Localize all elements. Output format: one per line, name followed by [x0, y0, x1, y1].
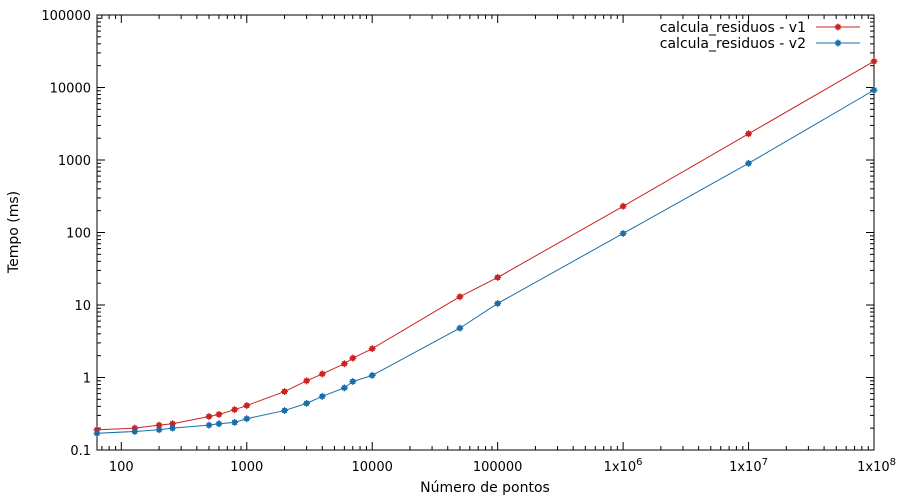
x-tick-label: 1000 [230, 460, 263, 475]
legend-marker [834, 39, 842, 47]
data-point [169, 424, 177, 432]
data-point [870, 57, 878, 65]
legend-label: calcula_residuos - v1 [660, 20, 806, 36]
data-point [155, 426, 163, 434]
data-point [349, 354, 357, 362]
series-2 [93, 86, 878, 437]
data-point [456, 324, 464, 332]
y-tick-label: 10000 [50, 82, 91, 97]
data-point [303, 377, 311, 385]
x-tick-label: 1x106 [604, 457, 643, 475]
x-axis: 100 1000 10000 100000 1x106 1x107 1x108 [101, 15, 896, 475]
y-axis: 0.1 1 10 100 1000 10000 100000 [41, 9, 874, 459]
data-point [281, 407, 289, 415]
data-point [456, 293, 464, 301]
x-tick-label: 100000 [473, 460, 523, 475]
y-tick-label: 1000 [58, 154, 91, 169]
legend-label: calcula_residuos - v2 [660, 36, 806, 52]
y-tick-label: 1 [83, 372, 91, 387]
plot-frame [96, 14, 875, 451]
series-layer [93, 57, 878, 437]
data-point [619, 202, 627, 210]
data-point [368, 345, 376, 353]
data-point [318, 370, 326, 378]
data-point [318, 392, 326, 400]
data-point [870, 86, 878, 94]
data-point [619, 229, 627, 237]
y-tick-label: 100 [66, 227, 91, 242]
x-tick-label: 1x107 [729, 457, 768, 475]
data-point [131, 427, 139, 435]
series-1-line [96, 60, 875, 431]
x-axis-title: Número de pontos [420, 480, 550, 496]
data-point [215, 420, 223, 428]
y-tick-label: 10 [74, 299, 91, 314]
data-point [231, 418, 239, 426]
series-1 [93, 57, 878, 434]
data-point [303, 399, 311, 407]
series-2-line [96, 89, 875, 434]
data-point [243, 402, 251, 410]
data-point [281, 388, 289, 396]
y-tick-label: 100000 [41, 9, 91, 24]
data-point [349, 378, 357, 386]
y-axis-title: Tempo (ms) [6, 191, 22, 274]
data-point [368, 371, 376, 379]
x-tick-label: 100 [109, 460, 134, 475]
data-point [745, 130, 753, 138]
data-point [205, 412, 213, 420]
data-point [494, 299, 502, 307]
data-point [494, 273, 502, 281]
data-point [93, 429, 101, 437]
data-point [231, 406, 239, 414]
data-point [205, 421, 213, 429]
data-point [340, 384, 348, 392]
x-tick-label: 10000 [352, 460, 393, 475]
x-tick-label: 1x108 [857, 457, 896, 475]
data-point [745, 159, 753, 167]
legend-marker [834, 23, 842, 31]
y-tick-label: 0.1 [70, 444, 91, 459]
data-point [243, 415, 251, 423]
data-point [340, 360, 348, 368]
data-point [215, 410, 223, 418]
